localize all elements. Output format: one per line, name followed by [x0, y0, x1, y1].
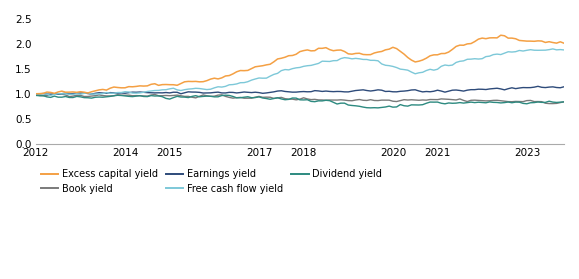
- Line: Book yield: Book yield: [36, 94, 564, 104]
- Book yield: [215, 93, 222, 97]
- Free cash flow yield: [215, 85, 222, 88]
- Earnings yield: [270, 90, 277, 93]
- Book yield: [80, 95, 87, 98]
- Dividend yield: [252, 96, 259, 99]
- Earnings yield: [174, 91, 181, 94]
- Dividend yield: [51, 94, 58, 98]
- Book yield: [270, 97, 277, 100]
- Book yield: [560, 100, 567, 104]
- Earnings yield: [32, 92, 39, 96]
- Line: Dividend yield: Dividend yield: [36, 95, 564, 108]
- Free cash flow yield: [80, 92, 87, 95]
- Dividend yield: [170, 96, 177, 99]
- Free cash flow yield: [47, 94, 54, 97]
- Free cash flow yield: [32, 92, 39, 96]
- Excess capital yield: [170, 83, 177, 86]
- Book yield: [174, 93, 181, 97]
- Book yield: [549, 102, 556, 105]
- Dividend yield: [211, 95, 218, 98]
- Book yield: [252, 95, 259, 99]
- Earnings yield: [534, 85, 541, 88]
- Free cash flow yield: [54, 92, 61, 95]
- Line: Free cash flow yield: Free cash flow yield: [36, 49, 564, 95]
- Earnings yield: [215, 90, 222, 94]
- Free cash flow yield: [549, 47, 556, 50]
- Excess capital yield: [32, 92, 39, 95]
- Dividend yield: [270, 97, 277, 100]
- Excess capital yield: [77, 90, 84, 93]
- Excess capital yield: [211, 76, 218, 80]
- Free cash flow yield: [270, 73, 277, 76]
- Earnings yield: [54, 93, 61, 96]
- Free cash flow yield: [560, 48, 567, 52]
- Excess capital yield: [267, 62, 274, 66]
- Book yield: [54, 92, 61, 96]
- Line: Excess capital yield: Excess capital yield: [36, 35, 564, 94]
- Earnings yield: [80, 91, 87, 95]
- Free cash flow yield: [174, 88, 181, 92]
- Dividend yield: [77, 95, 84, 98]
- Excess capital yield: [248, 67, 255, 70]
- Excess capital yield: [497, 33, 504, 37]
- Dividend yield: [375, 106, 382, 110]
- Earnings yield: [51, 93, 58, 96]
- Line: Earnings yield: Earnings yield: [36, 86, 564, 94]
- Dividend yield: [560, 100, 567, 104]
- Book yield: [32, 93, 39, 97]
- Earnings yield: [252, 91, 259, 94]
- Book yield: [51, 92, 58, 95]
- Free cash flow yield: [252, 77, 259, 81]
- Dividend yield: [32, 94, 39, 97]
- Legend: Excess capital yield, Book yield, Earnings yield, Free cash flow yield, Dividend: Excess capital yield, Book yield, Earnin…: [41, 169, 382, 194]
- Dividend yield: [222, 93, 229, 97]
- Excess capital yield: [51, 92, 58, 95]
- Excess capital yield: [560, 42, 567, 45]
- Earnings yield: [560, 85, 567, 88]
